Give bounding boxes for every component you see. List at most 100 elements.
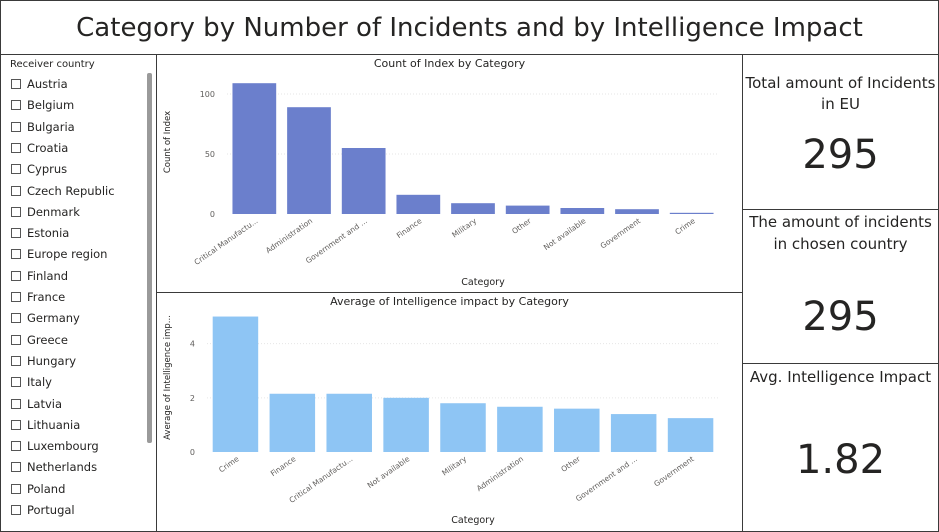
bar (497, 406, 543, 452)
slicer-item-label: Hungary (27, 353, 77, 368)
slicer-item-label: France (27, 290, 66, 304)
slicer-item-label: Netherlands (27, 460, 98, 475)
slicer-item[interactable]: Portugal (11, 501, 75, 519)
chart-title: Average of Intelligence impact by Catego… (330, 295, 569, 308)
checkbox[interactable] (11, 164, 21, 175)
slicer-item[interactable]: Germany (11, 309, 80, 327)
card-label: Total amount of Incidents (745, 74, 936, 92)
slicer-item[interactable]: Croatia (11, 139, 68, 157)
checkbox[interactable] (11, 334, 21, 345)
slicer-item[interactable]: Cyprus (11, 160, 67, 178)
x-tick-label: Finance (395, 216, 424, 240)
slicer-item-label: Finland (27, 268, 69, 283)
x-tick-label: Administration (264, 216, 314, 255)
bar (341, 148, 386, 214)
x-tick-label: Finance (269, 454, 298, 478)
bar (610, 414, 657, 452)
x-tick-label: Crime (673, 216, 697, 236)
slicer-item[interactable]: Belgium (11, 96, 74, 114)
x-tick-label: Critical Manufactu... (287, 454, 354, 505)
slicer-item-label: Europe region (27, 247, 108, 262)
checkbox[interactable] (11, 79, 21, 89)
x-tick-label: Other (559, 454, 582, 474)
card-label: Avg. Intelligence Impact (749, 368, 932, 386)
checkbox[interactable] (11, 377, 21, 388)
card-value: 295 (802, 132, 879, 178)
slicer-item[interactable]: Italy (11, 373, 52, 391)
slicer-item[interactable]: Bulgaria (11, 118, 75, 136)
checkbox[interactable] (11, 185, 21, 196)
x-tick-label: Administration (475, 454, 525, 493)
bar (560, 208, 605, 214)
checkbox[interactable] (11, 249, 21, 260)
x-axis-title: Category (451, 515, 495, 526)
avg-intelligence-impact-card: Avg. Intelligence Impact 1.82 (742, 363, 939, 532)
card-value: 295 (802, 294, 879, 340)
checkbox[interactable] (11, 292, 21, 302)
checkbox[interactable] (11, 313, 21, 324)
slicer-header: Receiver country (10, 59, 95, 70)
bar (269, 393, 316, 452)
slicer-item[interactable]: Czech Republic (11, 182, 115, 200)
checkbox[interactable] (11, 270, 21, 281)
slicer-item-label: Lithuania (27, 417, 81, 432)
chart-title: Count of Index by Category (373, 57, 526, 70)
slicer-item[interactable]: Hungary (11, 352, 76, 370)
x-tick-label: Military (450, 216, 478, 240)
checkbox[interactable] (11, 355, 21, 366)
checkbox[interactable] (11, 206, 21, 217)
total-incidents-card: Total amount of Incidents in EU 295 (742, 54, 939, 210)
y-tick-label: 0 (190, 448, 195, 457)
slicer-item-label: Latvia (27, 396, 63, 411)
bar (615, 209, 659, 214)
checkbox[interactable] (11, 100, 21, 111)
slicer-item[interactable]: Netherlands (11, 458, 97, 476)
y-axis-title: Count of Index (163, 111, 173, 173)
slicer-item[interactable]: Austria (11, 75, 68, 93)
checkbox[interactable] (11, 462, 21, 473)
slicer-item[interactable]: Lithuania (11, 416, 80, 434)
slicer-item[interactable]: Latvia (11, 395, 62, 413)
bar (451, 203, 495, 214)
slicer-item[interactable]: Greece (11, 331, 68, 349)
bar (440, 403, 486, 452)
slicer-item[interactable]: Poland (11, 480, 65, 498)
slicer-item-label: Austria (27, 77, 68, 91)
slicer-item[interactable]: Luxembourg (11, 437, 99, 455)
y-tick-label: 4 (190, 340, 195, 349)
checkbox[interactable] (11, 419, 21, 430)
x-tick-label: Government and ... (574, 454, 639, 503)
slicer-item-label: Estonia (27, 226, 70, 241)
slicer-item[interactable]: Finland (11, 267, 68, 285)
slicer-item[interactable]: Estonia (11, 224, 69, 242)
slicer-item-label: Greece (27, 332, 68, 347)
bar (212, 316, 259, 452)
x-tick-label: Not available (542, 216, 588, 252)
x-axis-title: Category (461, 277, 505, 288)
checkbox[interactable] (11, 483, 21, 494)
checkbox[interactable] (11, 505, 21, 515)
checkbox[interactable] (11, 142, 21, 153)
slicer-scrollbar[interactable] (147, 73, 152, 443)
bar (383, 397, 429, 452)
x-tick-label: Crime (217, 454, 241, 474)
slicer-item[interactable]: France (11, 288, 65, 306)
slicer-item[interactable]: Denmark (11, 203, 80, 221)
card-label: The amount of incidents (749, 213, 932, 231)
slicer-item-label: Italy (27, 375, 52, 390)
card-value: 1.82 (795, 437, 886, 483)
y-tick-label: 2 (190, 394, 195, 403)
slicer-item[interactable]: Europe region (11, 245, 107, 263)
checkbox[interactable] (11, 441, 21, 452)
chosen-country-incidents-card: The amount of incidents in chosen countr… (742, 209, 939, 364)
checkbox[interactable] (11, 398, 21, 409)
y-axis-title: Average of Intelligence imp... (163, 315, 173, 440)
avg-impact-by-category-chart: Average of Intelligence impact by Catego… (156, 292, 743, 532)
x-tick-label: Military (440, 454, 468, 478)
checkbox[interactable] (11, 121, 21, 132)
checkbox[interactable] (11, 228, 21, 239)
slicer-item-label: Belgium (27, 98, 75, 113)
x-tick-label: Other (510, 216, 533, 236)
slicer-item-label: Luxembourg (27, 439, 99, 454)
